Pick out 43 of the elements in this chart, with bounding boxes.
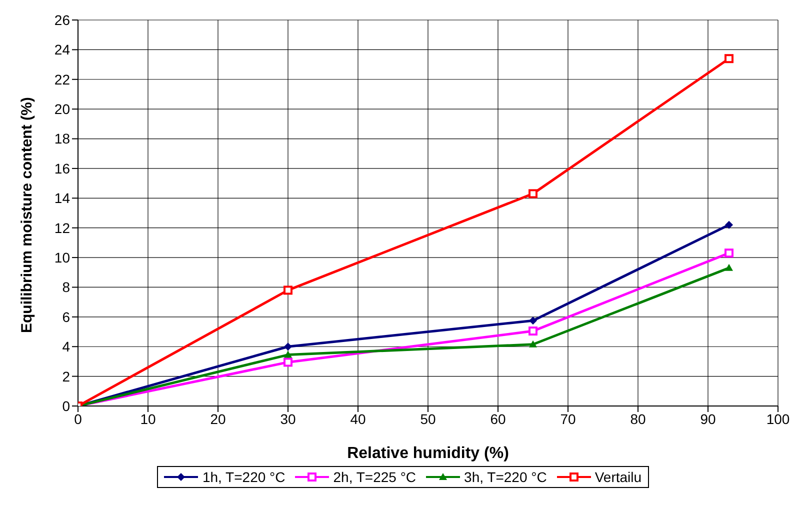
x-tick-label: 100 [766,410,790,427]
x-tick-label: 30 [280,410,296,427]
x-tick-label: 50 [420,410,436,427]
y-tick-label: 10 [54,250,70,266]
x-tick-label: 40 [350,410,366,427]
x-tick-label: 20 [210,410,226,427]
y-tick-label: 2 [62,368,70,384]
y-tick-label: 8 [62,279,70,296]
legend-label: 1h, T=220 °C [202,469,286,485]
y-tick-label: 16 [54,160,70,176]
y-tick-label: 4 [62,338,70,355]
point [725,264,733,271]
point [529,316,537,325]
x-tick-label: 60 [490,410,506,427]
legend-label: 3h, T=220 °C [464,469,547,485]
y-tick-label: 14 [54,190,70,206]
x-tick-label: 10 [140,410,156,427]
point [724,248,734,258]
y-tick-label: 22 [54,71,70,88]
x-tick-label: 70 [560,410,576,427]
y-tick-label: 24 [54,42,70,58]
y-tick-label: 6 [62,308,70,325]
legend-label: Vertailu [594,469,642,485]
point [529,340,537,348]
point [528,189,538,198]
x-axis-title: Relative humidity (%) [347,445,509,462]
point [284,358,292,367]
y-axis-title: Equilibrium moisture content (%) [18,97,36,333]
point [284,350,292,358]
y-tick-label: 12 [54,220,70,236]
y-tick-label: 26 [54,12,70,28]
y-tick-label: 20 [54,101,70,118]
point [284,342,292,351]
legend-label: 2h, T=225 °C [333,469,416,485]
y-tick-label: 18 [54,130,70,147]
point [528,326,538,336]
point [724,54,734,64]
x-tick-label: 90 [700,410,716,427]
x-tick-label: 0 [74,410,82,427]
x-tick-label: 80 [630,410,646,427]
y-tick-label: 0 [62,398,70,414]
point [725,220,733,229]
point [284,286,292,295]
